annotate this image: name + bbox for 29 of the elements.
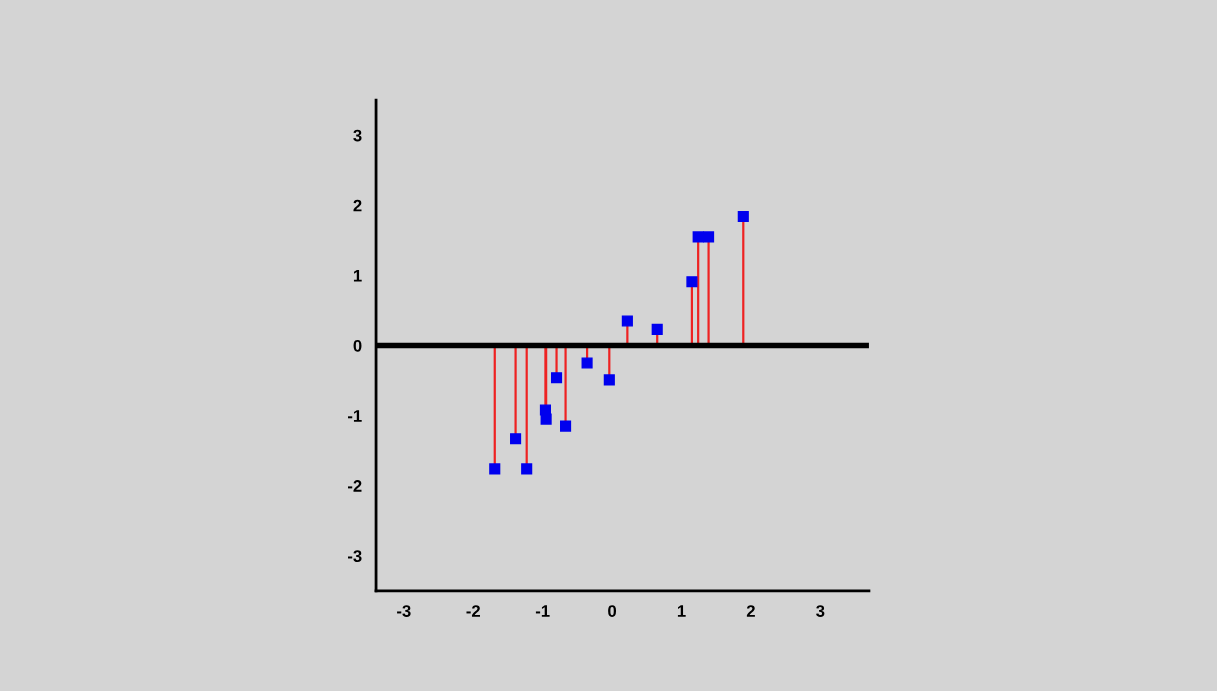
y-tick-label: -1 [348, 410, 362, 422]
point [581, 357, 593, 369]
x-tick-label: 3 [816, 605, 825, 617]
y-tick-label: 0 [353, 339, 362, 352]
point [510, 433, 522, 445]
y-tick-label: -3 [348, 550, 362, 562]
point [521, 463, 533, 475]
point [686, 276, 698, 288]
point [539, 404, 551, 416]
point [560, 420, 572, 432]
y-tick-label: 2 [353, 199, 362, 212]
point [737, 210, 749, 223]
y-tick-label: -2 [348, 480, 362, 492]
x-tick-label: 0 [608, 605, 617, 617]
y-tick-label: 3 [353, 129, 362, 142]
x-tick-label: -2 [466, 605, 480, 617]
x-tick-label: 1 [677, 605, 686, 617]
point [489, 463, 501, 475]
x-tick-label: -1 [535, 605, 550, 617]
point [550, 372, 563, 384]
point [540, 413, 552, 425]
point [692, 231, 704, 243]
point [651, 323, 663, 335]
y-tick-label: 1 [353, 269, 362, 282]
point [621, 315, 633, 327]
point [703, 231, 715, 243]
x-tick-label: -3 [397, 605, 411, 617]
point [603, 374, 615, 386]
x-tick-label: 2 [746, 605, 755, 617]
